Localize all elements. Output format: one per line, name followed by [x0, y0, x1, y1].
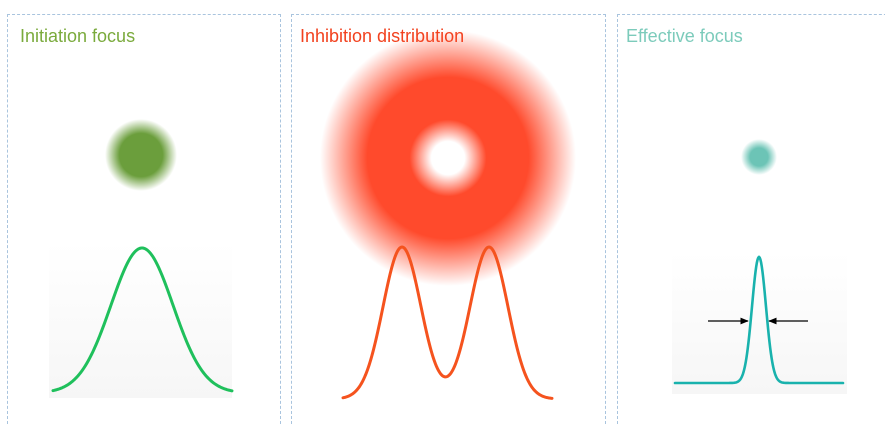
panel-title-inhibition: Inhibition distribution — [300, 26, 465, 46]
panel-title-initiation: Initiation focus — [20, 26, 136, 46]
panel-inhibition-distribution: Inhibition distribution — [291, 14, 606, 424]
panel-effective-focus: Effective focus — [617, 14, 885, 424]
panel-title-effective: Effective focus — [626, 26, 743, 46]
panel-initiation-focus: Initiation focus — [7, 14, 281, 424]
